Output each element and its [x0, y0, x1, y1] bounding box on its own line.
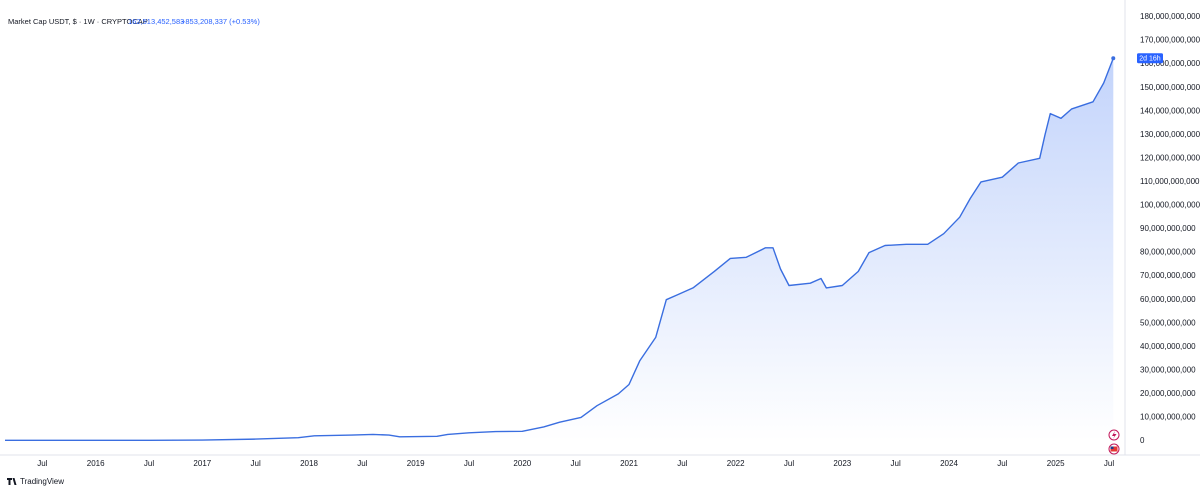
- x-tick-label: 2021: [620, 459, 638, 468]
- brand[interactable]: TradingView: [7, 477, 64, 486]
- x-tick-label: 2023: [833, 459, 851, 468]
- area-fill: [5, 58, 1114, 441]
- chart-title: Market Cap USDT, $ · 1W · CRYPTOCAP: [8, 17, 148, 26]
- x-tick-label: Jul: [37, 459, 47, 468]
- y-tick-label: 140,000,000,000: [1140, 106, 1200, 115]
- y-tick-label: 70,000,000,000: [1140, 271, 1196, 280]
- y-tick-label: 180,000,000,000: [1140, 12, 1200, 21]
- y-tick-label: 10,000,000,000: [1140, 413, 1196, 422]
- y-tick-label: 110,000,000,000: [1140, 177, 1200, 186]
- last-point: [1111, 56, 1116, 61]
- x-tick-label: 2024: [940, 459, 958, 468]
- countdown: 2d 16h: [1139, 56, 1161, 63]
- last-value: 162,513,452,583: [128, 17, 184, 26]
- x-tick-label: Jul: [677, 459, 687, 468]
- y-tick-label: 150,000,000,000: [1140, 83, 1200, 92]
- x-tick-label: Jul: [144, 459, 154, 468]
- x-tick-label: Jul: [784, 459, 794, 468]
- x-tick-label: Jul: [464, 459, 474, 468]
- x-tick-label: 2022: [727, 459, 745, 468]
- y-tick-label: 170,000,000,000: [1140, 36, 1200, 45]
- y-tick-label: 90,000,000,000: [1140, 224, 1196, 233]
- x-tick-label: Jul: [1104, 459, 1114, 468]
- flag-canton: [1110, 446, 1114, 449]
- y-tick-label: 160,000,000,000: [1140, 59, 1200, 68]
- flash-glyph: [1112, 431, 1117, 439]
- y-tick-label: 120,000,000,000: [1140, 153, 1200, 162]
- change: +853,208,337 (+0.53%): [181, 17, 260, 26]
- y-tick-label: 100,000,000,000: [1140, 201, 1200, 210]
- brand-logo: [7, 478, 17, 485]
- x-tick-label: 2020: [513, 459, 531, 468]
- x-tick-label: 2016: [87, 459, 105, 468]
- x-tick-label: Jul: [571, 459, 581, 468]
- x-tick-label: 2025: [1047, 459, 1065, 468]
- y-tick-label: 60,000,000,000: [1140, 295, 1196, 304]
- x-tick-label: Jul: [251, 459, 261, 468]
- x-tick-label: Jul: [357, 459, 367, 468]
- y-tick-label: 40,000,000,000: [1140, 342, 1196, 351]
- y-tick-label: 130,000,000,000: [1140, 130, 1200, 139]
- y-tick-label: 0: [1140, 436, 1145, 445]
- x-tick-label: 2017: [193, 459, 211, 468]
- y-tick-label: 50,000,000,000: [1140, 318, 1196, 327]
- alert-icons[interactable]: [1108, 429, 1120, 455]
- brand-name: TradingView: [20, 477, 64, 486]
- line: [5, 57, 1114, 441]
- x-tick-label: 2019: [407, 459, 425, 468]
- countdown-box: [1137, 53, 1163, 64]
- flag-glyph: [1110, 446, 1118, 452]
- y-tick-label: 80,000,000,000: [1140, 248, 1196, 257]
- x-tick-label: 2018: [300, 459, 318, 468]
- x-tick-label: Jul: [891, 459, 901, 468]
- y-tick-label: 20,000,000,000: [1140, 389, 1196, 398]
- x-tick-label: Jul: [997, 459, 1007, 468]
- y-tick-label: 30,000,000,000: [1140, 365, 1196, 374]
